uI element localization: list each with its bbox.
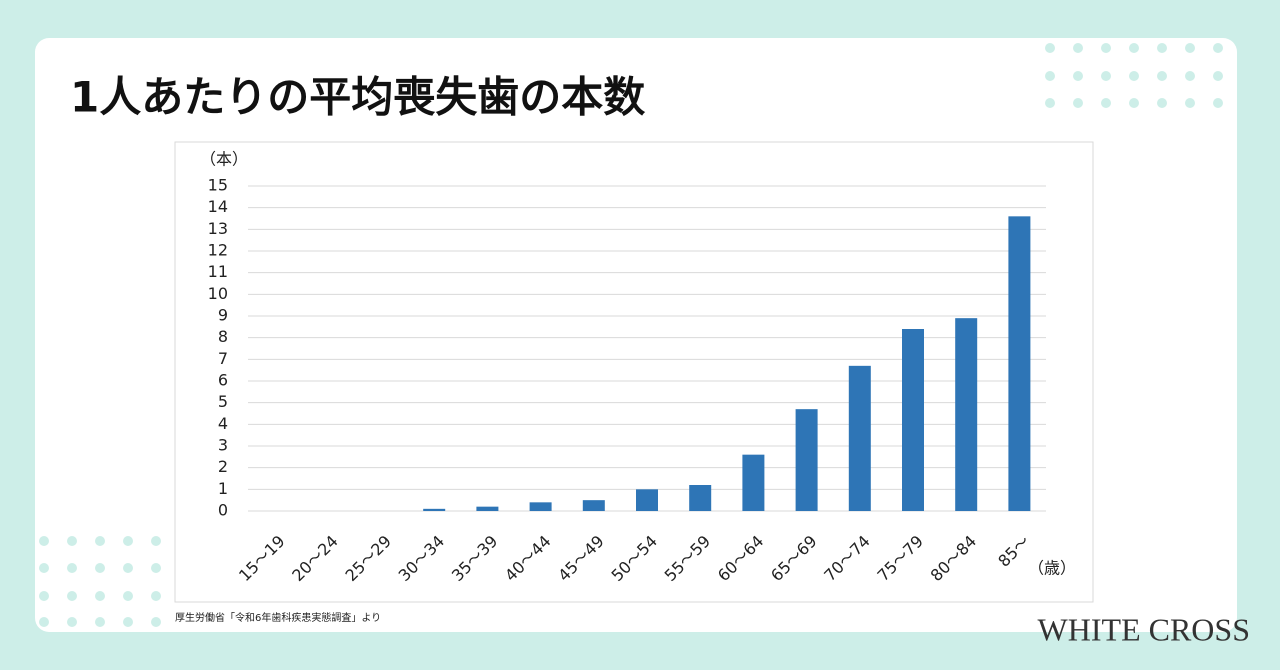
y-tick-label: 6 — [218, 371, 228, 390]
decor-dot — [1101, 71, 1111, 81]
decor-dot — [39, 617, 49, 627]
decor-dot — [151, 591, 161, 601]
decor-dot — [1073, 71, 1083, 81]
decor-dot — [95, 617, 105, 627]
y-tick-label: 13 — [208, 219, 228, 238]
decor-dot — [1129, 43, 1139, 53]
y-tick-label: 3 — [218, 436, 228, 455]
decor-dot — [67, 563, 77, 573]
decor-dot — [67, 591, 77, 601]
decor-dot — [67, 536, 77, 546]
y-tick-label: 11 — [208, 262, 228, 281]
decor-dot — [1045, 98, 1055, 108]
bar — [529, 502, 552, 511]
decor-dot — [1213, 98, 1223, 108]
bar — [1008, 216, 1031, 512]
source-note: 厚生労働省「令和6年歯科疾患実態調査」より — [175, 611, 381, 624]
decor-dot — [1129, 98, 1139, 108]
bar — [423, 508, 446, 511]
x-axis-label: （歳） — [1028, 559, 1076, 578]
y-tick-label: 15 — [208, 176, 228, 195]
decor-dot — [1101, 98, 1111, 108]
bar — [795, 409, 818, 511]
bar — [476, 506, 499, 511]
chart-frame — [174, 141, 1094, 603]
y-tick-label: 5 — [218, 392, 228, 411]
y-axis-label: （本） — [200, 150, 248, 169]
y-tick-label: 10 — [208, 284, 228, 303]
decor-dot — [1185, 71, 1195, 81]
y-tick-label: 7 — [218, 349, 228, 368]
decor-dot — [1045, 71, 1055, 81]
decor-dot — [151, 563, 161, 573]
y-tick-label: 1 — [218, 479, 228, 498]
decor-dot — [1185, 43, 1195, 53]
decor-dot — [123, 563, 133, 573]
decor-dot — [151, 617, 161, 627]
decor-dot — [1157, 98, 1167, 108]
decor-dot — [1101, 43, 1111, 53]
brand: WHITE CROSS — [1038, 611, 1250, 647]
decor-dot — [1213, 71, 1223, 81]
y-tick-label: 14 — [208, 197, 228, 216]
decor-dot — [95, 563, 105, 573]
y-tick-label: 9 — [218, 306, 228, 325]
bar — [742, 454, 765, 511]
decor-dot — [1157, 71, 1167, 81]
bar — [689, 485, 712, 511]
bar — [636, 489, 658, 511]
decor-dot — [123, 591, 133, 601]
decor-dot — [1157, 43, 1167, 53]
decor-dot — [1185, 98, 1195, 108]
bar — [902, 329, 924, 511]
decor-dot — [1073, 43, 1083, 53]
bar — [955, 318, 978, 511]
decor-dot — [151, 536, 161, 546]
decor-dot — [123, 617, 133, 627]
bar — [848, 365, 871, 511]
decor-dot — [1045, 43, 1055, 53]
y-tick-label: 4 — [218, 414, 228, 433]
decor-dot — [39, 563, 49, 573]
decor-dot — [39, 536, 49, 546]
decor-dot — [1213, 43, 1223, 53]
decor-dot — [1129, 71, 1139, 81]
decor-dot — [95, 591, 105, 601]
decor-dot — [1073, 98, 1083, 108]
y-tick-label: 12 — [208, 241, 228, 260]
decor-dot — [39, 591, 49, 601]
decor-dot — [123, 536, 133, 546]
y-tick-label: 2 — [218, 457, 228, 476]
decor-dot — [67, 617, 77, 627]
chart-title: 1人あたりの平均喪失歯の本数 — [70, 73, 645, 122]
y-tick-label: 8 — [218, 327, 228, 346]
bar — [582, 500, 605, 511]
decor-dot — [95, 536, 105, 546]
y-tick-label: 0 — [218, 501, 228, 520]
